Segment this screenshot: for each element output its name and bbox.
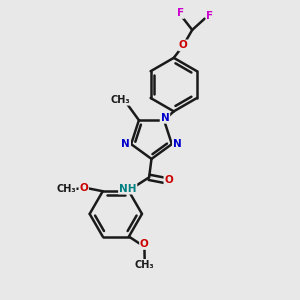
Text: CH₃: CH₃ (135, 260, 155, 270)
Text: NH: NH (119, 184, 136, 194)
Text: O: O (140, 239, 149, 249)
Text: O: O (164, 175, 173, 185)
Text: O: O (179, 40, 188, 50)
Text: CH₃: CH₃ (110, 95, 130, 105)
Text: N: N (173, 139, 182, 148)
Text: CH₃: CH₃ (56, 184, 76, 194)
Text: N: N (160, 113, 169, 123)
Text: N: N (122, 139, 130, 148)
Text: F: F (206, 11, 214, 21)
Text: O: O (79, 183, 88, 193)
Text: F: F (177, 8, 184, 18)
